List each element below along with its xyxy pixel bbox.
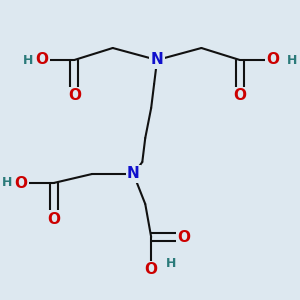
Text: H: H [166, 257, 176, 270]
Text: H: H [22, 53, 33, 67]
Text: O: O [177, 230, 190, 244]
Text: H: H [287, 53, 298, 67]
Text: O: O [15, 176, 28, 190]
Text: N: N [151, 52, 164, 68]
Text: O: O [266, 52, 279, 68]
Text: O: O [233, 88, 246, 104]
Text: O: O [35, 52, 48, 68]
Text: O: O [47, 212, 60, 226]
Text: O: O [145, 262, 158, 278]
Text: O: O [68, 88, 81, 104]
Text: H: H [2, 176, 12, 190]
Text: N: N [127, 167, 140, 182]
